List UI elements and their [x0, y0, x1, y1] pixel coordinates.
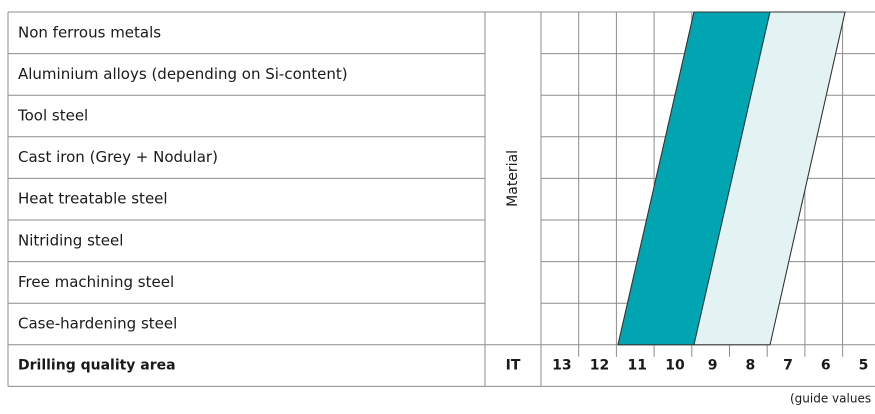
unit-label: IT — [506, 358, 521, 374]
grade-label: 12 — [590, 358, 609, 374]
material-name: Heat treatable steel — [18, 190, 168, 208]
grade-label: 11 — [628, 358, 647, 374]
material-name: Non ferrous metals — [18, 23, 161, 41]
grade-label: 10 — [665, 358, 685, 374]
grade-label: 8 — [745, 358, 755, 374]
footer-label: Drilling quality area — [18, 358, 176, 374]
material-name: Aluminium alloys (depending on Si-conten… — [18, 65, 348, 83]
material-name: Cast iron (Grey + Nodular) — [18, 148, 218, 166]
side-label: Material — [505, 150, 521, 207]
grade-label: 6 — [821, 358, 831, 374]
grade-label: 9 — [708, 358, 718, 374]
note: (guide values — [790, 392, 871, 406]
material-name: Nitriding steel — [18, 231, 123, 249]
band-outline — [693, 11, 846, 346]
grade-label: 5 — [859, 358, 869, 374]
material-name: Tool steel — [17, 107, 88, 125]
grade-label: 13 — [552, 358, 571, 374]
grade-label: 7 — [783, 358, 793, 374]
material-name: Case-hardening steel — [18, 315, 177, 333]
material-name: Free machining steel — [18, 273, 174, 291]
